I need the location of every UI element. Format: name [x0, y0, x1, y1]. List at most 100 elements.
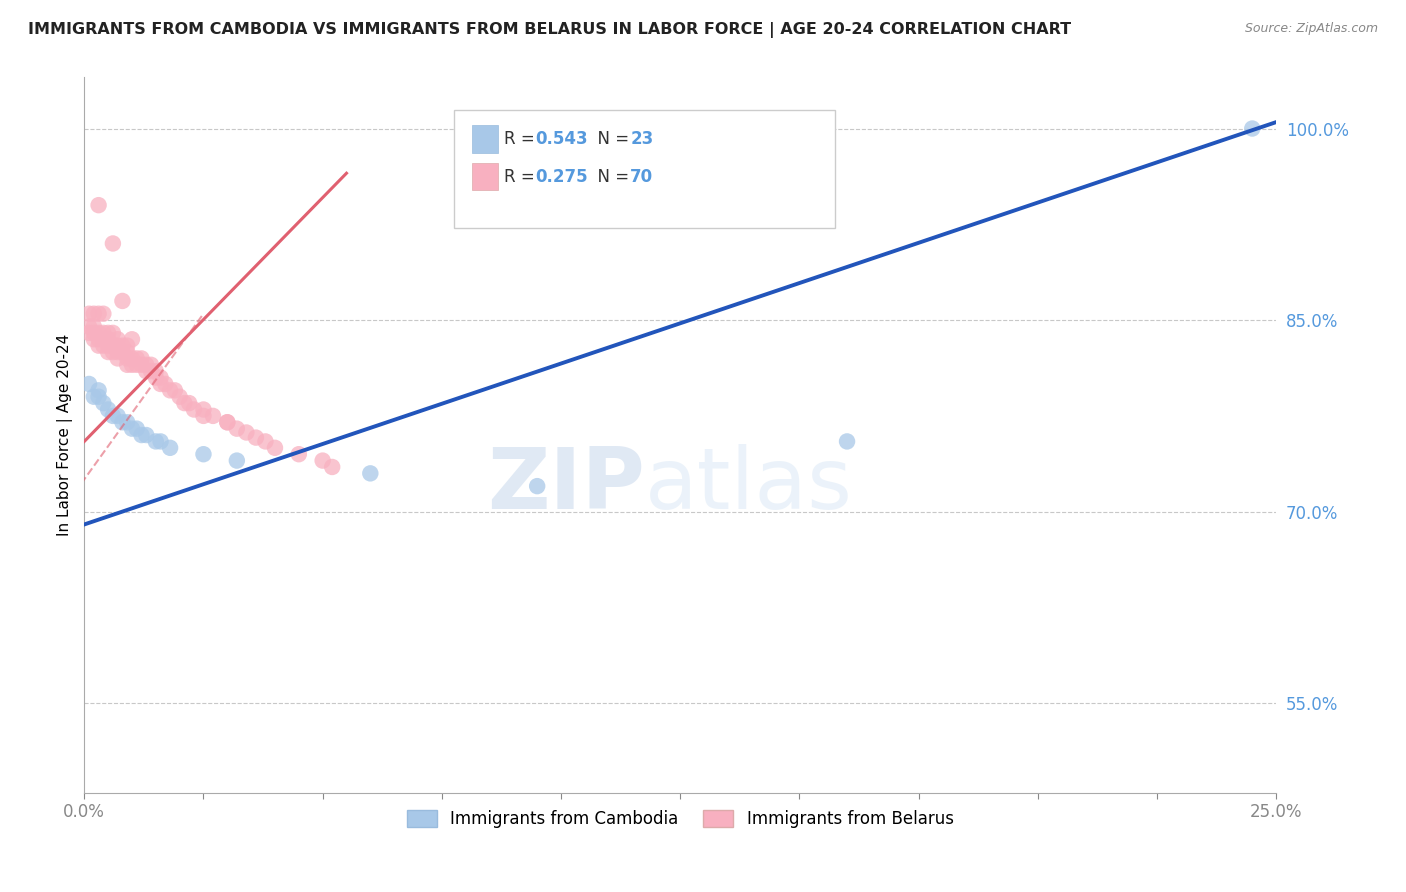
Point [87, 390, 110, 404]
Point [107, 332, 129, 346]
Point [97, 326, 120, 340]
Point [107, 351, 129, 366]
Point [87, 332, 110, 346]
Point [93, 307, 115, 321]
Point [97, 332, 120, 346]
Text: ZIP: ZIP [486, 443, 644, 526]
Point [145, 370, 167, 384]
Point [201, 409, 224, 423]
Text: Source: ZipAtlas.com: Source: ZipAtlas.com [1244, 22, 1378, 36]
Point [77, 307, 100, 321]
Point [97, 402, 120, 417]
Point [77, 376, 100, 391]
Point [264, 441, 287, 455]
Point [101, 409, 124, 423]
Bar [471, 126, 498, 153]
Point [125, 422, 148, 436]
FancyBboxPatch shape [454, 110, 835, 227]
Point [111, 338, 134, 352]
Text: atlas: atlas [644, 443, 852, 526]
Point [93, 326, 115, 340]
Point [93, 396, 115, 410]
Point [235, 425, 257, 440]
Point [83, 390, 105, 404]
Point [135, 428, 157, 442]
Point [87, 384, 110, 398]
Point [159, 441, 181, 455]
Point [111, 345, 134, 359]
Point [101, 236, 124, 251]
Point [526, 479, 548, 493]
Point [121, 358, 143, 372]
Point [225, 422, 247, 436]
Point [93, 338, 115, 352]
Point [245, 431, 267, 445]
Point [107, 409, 129, 423]
Point [121, 351, 143, 366]
Point [359, 467, 381, 481]
Text: 0.543: 0.543 [534, 130, 588, 148]
Point [131, 428, 153, 442]
Point [115, 338, 138, 352]
Point [288, 447, 311, 461]
Point [321, 460, 343, 475]
Point [225, 453, 247, 467]
Point [835, 434, 858, 449]
Text: R =: R = [503, 168, 540, 186]
Point [135, 358, 157, 372]
Point [107, 345, 129, 359]
Point [101, 345, 124, 359]
Text: 70: 70 [630, 168, 654, 186]
Point [83, 307, 105, 321]
Text: IMMIGRANTS FROM CAMBODIA VS IMMIGRANTS FROM BELARUS IN LABOR FORCE | AGE 20-24 C: IMMIGRANTS FROM CAMBODIA VS IMMIGRANTS F… [28, 22, 1071, 38]
Point [115, 415, 138, 429]
Point [254, 434, 277, 449]
Point [97, 345, 120, 359]
Point [101, 338, 124, 352]
Text: 0.275: 0.275 [534, 168, 588, 186]
Point [155, 376, 177, 391]
Point [83, 332, 105, 346]
Point [135, 364, 157, 378]
Point [217, 415, 239, 429]
Point [111, 415, 134, 429]
Point [83, 326, 105, 340]
Point [169, 390, 191, 404]
Point [115, 358, 138, 372]
Text: 23: 23 [630, 130, 654, 148]
Point [115, 351, 138, 366]
Point [93, 332, 115, 346]
Point [163, 384, 186, 398]
Point [77, 326, 100, 340]
Point [139, 358, 162, 372]
Point [111, 293, 134, 308]
Point [145, 364, 167, 378]
Point [87, 307, 110, 321]
Point [193, 402, 215, 417]
Point [131, 358, 153, 372]
Bar [471, 163, 498, 191]
Point [183, 402, 205, 417]
Point [87, 198, 110, 212]
Legend: Immigrants from Cambodia, Immigrants from Belarus: Immigrants from Cambodia, Immigrants fro… [401, 803, 960, 834]
Point [87, 338, 110, 352]
Text: N =: N = [588, 168, 634, 186]
Point [121, 332, 143, 346]
Point [179, 396, 201, 410]
Point [193, 447, 215, 461]
Point [97, 338, 120, 352]
Text: N =: N = [588, 130, 634, 148]
Point [145, 434, 167, 449]
Point [125, 351, 148, 366]
Y-axis label: In Labor Force | Age 20-24: In Labor Force | Age 20-24 [58, 334, 73, 536]
Point [77, 319, 100, 334]
Point [159, 384, 181, 398]
Point [125, 358, 148, 372]
Point [101, 326, 124, 340]
Text: R =: R = [503, 130, 540, 148]
Point [107, 338, 129, 352]
Point [87, 326, 110, 340]
Point [173, 396, 195, 410]
Point [139, 364, 162, 378]
Point [217, 415, 239, 429]
